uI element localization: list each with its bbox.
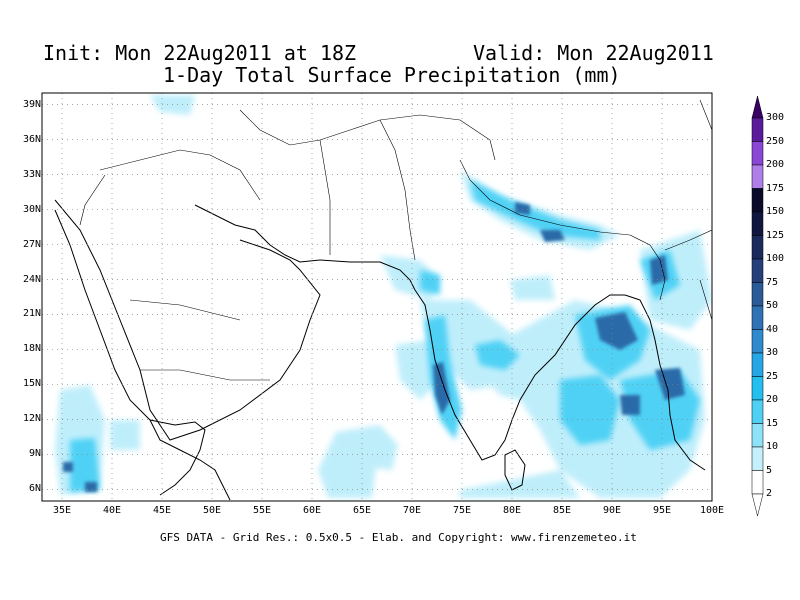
colorbar-tick-label: 250 bbox=[766, 135, 785, 147]
colorbar-tick-label: 300 bbox=[766, 112, 785, 123]
lon-tick-label: 95E bbox=[652, 505, 672, 516]
lon-tick-label: 65E bbox=[352, 505, 372, 516]
lat-tick-label: 24N bbox=[22, 273, 41, 285]
lon-tick-label: 35E bbox=[52, 505, 72, 516]
colorbar-tick-label: 30 bbox=[766, 347, 779, 358]
colorbar-tick-label: 200 bbox=[766, 159, 785, 170]
colorbar-swatch bbox=[751, 329, 764, 354]
colorbar-tick-label: 125 bbox=[766, 229, 785, 241]
colorbar-swatch bbox=[751, 376, 764, 401]
colorbar-tick-label: 25 bbox=[766, 370, 779, 382]
lon-tick-label: 40E bbox=[102, 505, 122, 516]
colorbar-tick-label: 5 bbox=[766, 464, 773, 476]
colorbar-tick-label: 75 bbox=[766, 276, 779, 288]
precip-heavy-layer bbox=[63, 202, 685, 492]
colorbar-swatch bbox=[751, 188, 764, 213]
colorbar-tick-label: 10 bbox=[766, 441, 779, 452]
lon-tick-label: 45E bbox=[152, 505, 172, 516]
lon-tick-label: 85E bbox=[552, 505, 572, 516]
lat-tick-label: 18N bbox=[22, 343, 41, 355]
map-plot-area bbox=[42, 93, 712, 501]
lat-tick-label: 30N bbox=[22, 203, 41, 215]
lon-tick-label: 70E bbox=[402, 505, 422, 516]
lat-tick-label: 6N bbox=[28, 483, 41, 495]
credit-line: GFS DATA - Grid Res.: 0.5x0.5 - Elab. an… bbox=[160, 531, 637, 544]
colorbar-tick-label: 2 bbox=[766, 488, 773, 499]
map-frame bbox=[41, 92, 713, 502]
colorbar-swatch bbox=[751, 164, 764, 189]
lon-tick-label: 100E bbox=[699, 505, 725, 516]
lat-tick-label: 12N bbox=[22, 413, 41, 425]
colorbar-tick-label: 50 bbox=[766, 300, 779, 311]
lon-tick-label: 50E bbox=[202, 505, 222, 516]
colorbar-swatch bbox=[751, 446, 764, 471]
colorbar-swatch bbox=[751, 141, 764, 166]
colorbar-tick-label: 40 bbox=[766, 323, 779, 335]
coastline-layer bbox=[54, 99, 712, 501]
lat-tick-label: 36N bbox=[22, 133, 41, 145]
map-title: 1-Day Total Surface Precipitation (mm) bbox=[163, 63, 621, 87]
colorbar-bottom-arrow bbox=[751, 493, 764, 517]
colorbar-swatch bbox=[751, 117, 764, 142]
lat-tick-label: 9N bbox=[28, 448, 41, 460]
lat-tick-label: 15N bbox=[22, 378, 41, 390]
colorbar-swatch bbox=[751, 211, 764, 236]
grid-lines bbox=[42, 93, 712, 501]
lat-tick-label: 21N bbox=[22, 308, 41, 320]
colorbar-swatch bbox=[751, 258, 764, 283]
lon-tick-label: 80E bbox=[502, 505, 522, 516]
colorbar-swatch bbox=[751, 235, 764, 260]
lat-tick-label: 33N bbox=[22, 168, 41, 180]
colorbar-swatch bbox=[751, 282, 764, 307]
colorbar bbox=[751, 95, 764, 517]
init-label: Init: Mon 22Aug2011 at 18Z bbox=[43, 41, 357, 65]
colorbar-swatch bbox=[751, 470, 764, 495]
colorbar-tick-label: 20 bbox=[766, 394, 779, 405]
colorbar-swatch bbox=[751, 305, 764, 330]
colorbar-tick-label: 175 bbox=[766, 182, 785, 194]
lon-tick-label: 55E bbox=[252, 505, 272, 516]
colorbar-swatch bbox=[751, 423, 764, 448]
colorbar-swatch bbox=[751, 352, 764, 377]
lat-tick-label: 27N bbox=[22, 238, 41, 250]
colorbar-tick-label: 100 bbox=[766, 253, 785, 264]
colorbar-top-arrow bbox=[751, 95, 764, 119]
lat-tick-label: 39N bbox=[22, 98, 41, 110]
lon-tick-label: 90E bbox=[602, 505, 622, 516]
lon-tick-label: 75E bbox=[452, 505, 472, 516]
colorbar-tick-label: 150 bbox=[766, 206, 785, 217]
colorbar-tick-label: 15 bbox=[766, 417, 779, 429]
valid-label: Valid: Mon 22Aug2011 bbox=[473, 41, 714, 65]
lon-tick-label: 60E bbox=[302, 505, 322, 516]
colorbar-swatch bbox=[751, 399, 764, 424]
